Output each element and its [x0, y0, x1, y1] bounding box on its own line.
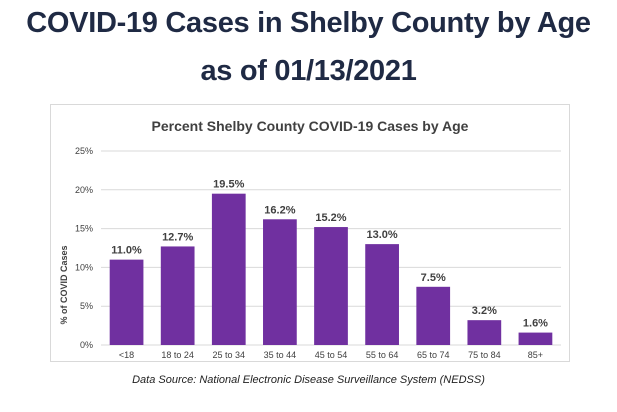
x-tick-label: 18 to 24: [161, 350, 194, 360]
page-subtitle: as of 01/13/2021: [200, 55, 417, 87]
y-tick-label: 20%: [75, 185, 93, 195]
bar: [467, 320, 502, 345]
y-axis-label: % of COVID Cases: [59, 245, 69, 324]
x-tick-label: <18: [119, 350, 134, 360]
bar: [160, 246, 195, 345]
bar: [365, 244, 399, 345]
x-tick-label: 65 to 74: [417, 350, 450, 360]
data-label: 12.7%: [162, 231, 193, 243]
x-tick-label: 75 to 84: [468, 350, 501, 360]
chart-title: Percent Shelby County COVID-19 Cases by …: [152, 118, 469, 134]
y-tick-label: 15%: [75, 224, 93, 234]
x-tick-label: 35 to 44: [264, 350, 297, 360]
y-tick-label: 25%: [75, 146, 93, 156]
bar-chart: Percent Shelby County COVID-19 Cases by …: [59, 118, 561, 360]
bar: [314, 227, 348, 345]
x-tick-label: 85+: [528, 350, 543, 360]
y-tick-label: 10%: [75, 262, 93, 272]
bar: [518, 332, 553, 345]
y-tick-label: 0%: [80, 340, 93, 350]
chart-container: Percent Shelby County COVID-19 Cases by …: [50, 104, 570, 362]
data-labels: 11.0% 12.7% 19.5% 16.2% 15.2% 13.0% 7.5% 3.2% 1.…: [111, 179, 548, 330]
data-source-note: Data Source: National Electronic Disease…: [132, 374, 485, 386]
data-label: 13.0%: [367, 229, 398, 241]
x-tick-label: 55 to 64: [366, 350, 399, 360]
bar: [109, 259, 144, 345]
y-tick-label: 5%: [80, 301, 93, 311]
bar: [416, 286, 451, 345]
data-label: 15.2%: [315, 212, 346, 224]
bars: [109, 193, 553, 345]
data-label: 1.6%: [523, 318, 548, 330]
x-tick-label: 25 to 34: [213, 350, 246, 360]
data-label: 11.0%: [111, 245, 142, 257]
data-label: 7.5%: [421, 272, 446, 284]
data-label: 16.2%: [264, 204, 295, 216]
axis-ticks: 0% 5% 10% 15% 20% 25% <18 18 to 24 25 to 34 35 to…: [75, 146, 543, 360]
bar: [263, 219, 297, 345]
bar: [211, 193, 246, 345]
data-label: 3.2%: [472, 305, 497, 317]
data-label: 19.5%: [213, 179, 244, 191]
page-title: COVID-19 Cases in Shelby County by Age: [26, 7, 591, 39]
x-tick-label: 45 to 54: [315, 350, 348, 360]
